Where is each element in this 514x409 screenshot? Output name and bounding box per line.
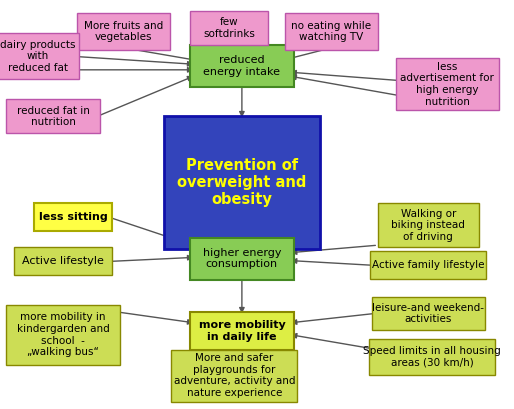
Text: higher energy
consumption: higher energy consumption	[203, 248, 281, 270]
Text: leisure-and weekend-
activities: leisure-and weekend- activities	[372, 303, 484, 324]
Text: Speed limits in all housing
areas (30 km/h): Speed limits in all housing areas (30 km…	[363, 346, 501, 368]
FancyBboxPatch shape	[370, 339, 495, 375]
Text: more mobility in
kindergarden and
school  -
„walking bus“: more mobility in kindergarden and school…	[16, 312, 109, 357]
Text: more mobility
in daily life: more mobility in daily life	[198, 320, 285, 342]
FancyBboxPatch shape	[164, 116, 320, 249]
Text: reduced
energy intake: reduced energy intake	[204, 55, 281, 77]
FancyBboxPatch shape	[190, 11, 268, 45]
FancyBboxPatch shape	[372, 297, 485, 330]
Text: dairy products
with
reduced fat: dairy products with reduced fat	[0, 40, 76, 73]
FancyBboxPatch shape	[0, 33, 80, 79]
Text: More fruits and
vegetables: More fruits and vegetables	[84, 20, 163, 42]
FancyBboxPatch shape	[285, 13, 378, 50]
FancyBboxPatch shape	[190, 238, 293, 280]
FancyBboxPatch shape	[190, 45, 293, 87]
Text: few
softdrinks: few softdrinks	[204, 17, 255, 39]
Text: no eating while
watching TV: no eating while watching TV	[291, 20, 372, 42]
Text: Active lifestyle: Active lifestyle	[22, 256, 104, 266]
Text: less
advertisement for
high energy
nutrition: less advertisement for high energy nutri…	[400, 62, 494, 107]
Text: Prevention of
overweight and
obesity: Prevention of overweight and obesity	[177, 157, 306, 207]
Text: less sitting: less sitting	[39, 212, 107, 222]
FancyBboxPatch shape	[6, 305, 120, 365]
Text: Walking or
biking instead
of driving: Walking or biking instead of driving	[391, 209, 465, 242]
Text: reduced fat in
nutrition: reduced fat in nutrition	[16, 106, 89, 127]
FancyBboxPatch shape	[14, 247, 112, 275]
FancyBboxPatch shape	[378, 203, 479, 247]
Text: More and safer
playgrounds for
adventure, activity and
nature experience: More and safer playgrounds for adventure…	[174, 353, 295, 398]
FancyBboxPatch shape	[171, 350, 297, 402]
FancyBboxPatch shape	[34, 203, 112, 231]
Text: Active family lifestyle: Active family lifestyle	[372, 261, 485, 270]
FancyBboxPatch shape	[77, 13, 170, 50]
FancyBboxPatch shape	[190, 312, 293, 350]
FancyBboxPatch shape	[6, 99, 100, 133]
FancyBboxPatch shape	[396, 58, 499, 110]
FancyBboxPatch shape	[370, 252, 486, 279]
